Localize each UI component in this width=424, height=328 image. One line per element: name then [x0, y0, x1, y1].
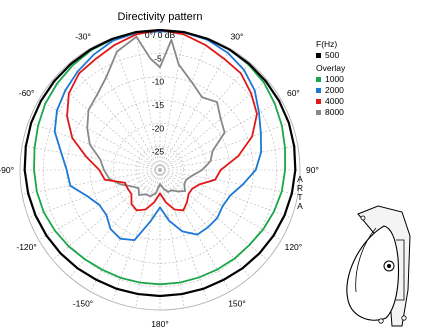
grid-spoke	[111, 38, 161, 171]
legend-item: 1000	[316, 74, 376, 85]
angle-label: 90°	[306, 165, 319, 175]
legend-swatch	[316, 99, 321, 104]
series-line-1000	[33, 29, 286, 286]
series-line-8000	[86, 35, 226, 198]
legend: F(Hz) 500 Overlay 1000 2000 4000 8000	[316, 39, 376, 118]
radial-label: -10	[152, 77, 165, 87]
grid-spoke	[159, 32, 185, 171]
angle-label: -120°	[16, 242, 36, 252]
grid-ring	[113, 123, 207, 217]
grid-spoke	[135, 32, 161, 171]
angle-label: 150°	[228, 298, 246, 308]
series-line-2000	[53, 30, 263, 242]
angle-label: 30°	[231, 32, 244, 42]
angle-label: -90°	[0, 165, 14, 175]
grid-spoke	[159, 79, 268, 171]
grid-spoke	[159, 62, 251, 171]
legend-label: 2000	[325, 85, 344, 95]
brand-letter: A	[297, 201, 303, 211]
grid-spoke	[52, 79, 161, 171]
grid-spoke	[159, 169, 282, 241]
legend-swatch	[316, 88, 321, 93]
grid-spoke	[159, 38, 209, 171]
speaker-illustration	[346, 205, 411, 327]
legend-swatch	[316, 53, 321, 58]
grid-spoke	[159, 169, 251, 278]
grid-spoke	[135, 169, 161, 308]
grid-spoke	[159, 169, 209, 302]
radial-label: -15	[152, 100, 165, 110]
radial-label: -20	[152, 123, 165, 133]
grid-spoke	[159, 169, 298, 195]
radial-label: -5	[154, 53, 162, 63]
legend-label: 1000	[325, 74, 344, 84]
radial-label: -25	[152, 147, 165, 157]
polar-labels: 0°/ 0 dB 30° 60° 90° 120° 150° 180° -150° -120° -…	[0, 30, 319, 328]
series-group	[23, 28, 297, 298]
grid-spoke	[28, 169, 161, 219]
legend-overlay-label: Overlay	[316, 63, 346, 73]
grid-spoke	[22, 145, 161, 171]
angle-label: -150°	[73, 298, 93, 308]
grid-spoke	[52, 169, 161, 261]
legend-swatch	[316, 77, 321, 82]
angle-label: 120°	[285, 242, 303, 252]
legend-label: 500	[325, 50, 340, 60]
chart-title: Directivity pattern	[118, 11, 203, 23]
brand-letter: T	[297, 192, 302, 202]
grid-spoke	[159, 48, 231, 171]
legend-item: 2000	[316, 85, 376, 96]
grid-spoke	[22, 169, 161, 195]
angle-label: 0°/ 0 dB	[145, 30, 176, 40]
grid-spoke	[38, 99, 161, 171]
brand-letter: A	[297, 174, 303, 184]
legend-item: 500	[316, 50, 376, 61]
grid-spoke	[159, 99, 282, 171]
legend-label: 8000	[325, 107, 344, 117]
grid-spoke	[159, 169, 292, 219]
legend-header: F(Hz)	[316, 39, 338, 49]
grid-spoke	[159, 169, 185, 308]
legend-item: 4000	[316, 96, 376, 107]
grid-spoke	[159, 169, 231, 292]
grid-spoke	[28, 121, 161, 171]
series-line-500	[23, 28, 297, 298]
grid-spoke	[159, 121, 292, 171]
angle-label: -30°	[75, 32, 91, 42]
grid-spoke	[159, 145, 298, 171]
angle-label: -60°	[19, 88, 35, 98]
brand-letter: R	[297, 183, 303, 193]
legend-swatch	[316, 110, 321, 115]
grid-spoke	[111, 169, 161, 302]
grid-spoke	[89, 48, 161, 171]
grid-spoke	[69, 62, 161, 171]
legend-label: 4000	[325, 96, 344, 106]
legend-item: 8000	[316, 107, 376, 118]
angle-label: 180°	[151, 319, 169, 328]
polar-grid	[19, 29, 301, 311]
angle-label: 60°	[287, 88, 300, 98]
grid-spoke	[69, 169, 161, 278]
grid-spoke	[89, 169, 161, 292]
